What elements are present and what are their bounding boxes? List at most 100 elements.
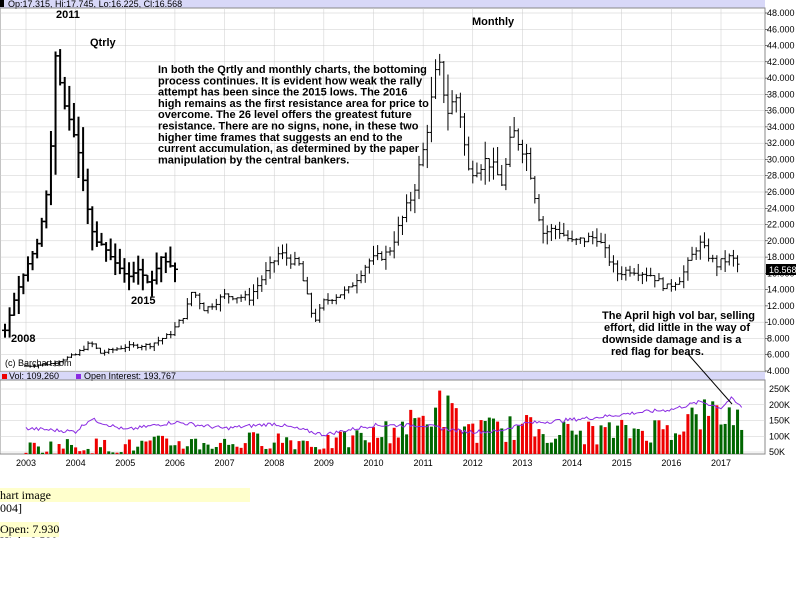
volume-bar (454, 408, 458, 454)
volume-bar (227, 444, 231, 454)
volume-bar (570, 430, 574, 454)
volume-bar (740, 429, 744, 454)
volume-bar (94, 438, 98, 454)
volume-bar (686, 414, 690, 454)
volume-bar (90, 453, 94, 454)
volume-commentary-line: effort, did little in the way of (604, 322, 750, 334)
price-tick-label: 34.000 (767, 122, 795, 132)
volume-bar (189, 439, 193, 454)
volume-bar (533, 436, 537, 454)
volume-bar (115, 452, 119, 454)
volume-bar (554, 438, 558, 454)
commentary-line: attempt has been since the 2015 lows. Th… (158, 87, 407, 99)
price-tick-label: 24.000 (767, 203, 795, 213)
volume-bar (231, 444, 235, 454)
volume-tick-label: 100K (769, 431, 790, 441)
volume-bar (347, 447, 351, 454)
volume-bar (355, 430, 359, 454)
year-tick-label: 2005 (115, 458, 135, 468)
volume-bar (574, 434, 578, 454)
volume-bar (463, 426, 467, 454)
volume-bar (363, 440, 367, 454)
volume-bar (65, 439, 69, 454)
volume-bar (413, 418, 417, 454)
volume-bar (305, 441, 309, 454)
volume-bar (98, 447, 102, 454)
year-tick-label: 2006 (165, 458, 185, 468)
volume-bar (669, 439, 673, 454)
volume-bar (504, 441, 508, 454)
volume-bar (276, 433, 280, 454)
price-tick-label: 40.000 (767, 73, 795, 83)
volume-bar (400, 421, 404, 454)
volume-bar (731, 425, 735, 454)
volume-bar (405, 434, 409, 454)
volume-bar (144, 441, 148, 454)
volume-bar (682, 431, 686, 454)
volume-commentary-line: The April high vol bar, selling (602, 310, 755, 322)
price-tick-label: 42.000 (767, 57, 795, 67)
commentary-line: high remains as the first resistance are… (158, 98, 429, 110)
volume-bar (442, 426, 446, 454)
volume-bar (707, 415, 711, 454)
volume-bar (239, 447, 243, 454)
volume-bar (562, 421, 566, 454)
volume-bar (173, 445, 177, 454)
price-tick-label: 10.000 (767, 317, 795, 327)
volume-bar (421, 415, 425, 454)
volume-bar (690, 407, 694, 454)
price-tick-label: 32.000 (767, 138, 795, 148)
volume-bar (185, 446, 189, 454)
volume-bar (396, 437, 400, 454)
volume-bar (210, 448, 214, 454)
volume-bar (268, 448, 272, 454)
volume-bar (280, 442, 284, 454)
volume-bar (24, 452, 28, 454)
volume-bar (653, 420, 657, 454)
volume-bar (558, 434, 562, 454)
volume-bar (148, 440, 152, 454)
volume-bar (380, 437, 384, 454)
volume-bar (537, 429, 541, 454)
volume-bar (103, 439, 107, 454)
volume-bar (309, 446, 313, 454)
volume-bar (545, 442, 549, 454)
tooltip-line-3: Open: 7.930 (0, 522, 60, 537)
price-tick-label: 30.000 (767, 154, 795, 164)
volume-bar (467, 424, 471, 454)
volume-bar (719, 424, 723, 454)
volume-bar (252, 432, 256, 454)
volume-bar (86, 448, 90, 454)
volume-bar (351, 435, 355, 454)
volume-bar (698, 429, 702, 454)
volume-bar (520, 423, 524, 454)
volume-bar (541, 434, 545, 454)
volume-bar (417, 417, 421, 454)
volume-bar (434, 407, 438, 454)
volume-bar (260, 446, 264, 454)
volume-bar (632, 428, 636, 454)
volume-bar (285, 437, 289, 454)
price-tick-label: 26.000 (767, 187, 795, 197)
volume-bar (429, 426, 433, 454)
commentary-annotation: In both the Qrtly and monthly charts, th… (158, 64, 429, 166)
price-y-axis: 48.000 46.000 44.000 42.000 40.000 38.000 36.0… (765, 8, 795, 376)
price-tick-label: 8.000 (767, 333, 790, 343)
volume-bar (678, 434, 682, 454)
volume-bar (41, 452, 45, 454)
volume-bar (165, 438, 169, 454)
volume-bar (256, 433, 260, 454)
volume-bar (70, 444, 74, 454)
volume-bar (74, 447, 78, 454)
volume-bar (446, 395, 450, 454)
volume-bar (123, 444, 127, 454)
volume-bar (491, 418, 495, 454)
volume-bar (127, 439, 131, 454)
year-tick-label: 2017 (711, 458, 731, 468)
volume-bar (665, 425, 669, 454)
commentary-line: overcome. The 26 level offers the greate… (158, 109, 412, 121)
volume-bar (516, 425, 520, 454)
qtrly-ohlc-bars (2, 49, 178, 338)
